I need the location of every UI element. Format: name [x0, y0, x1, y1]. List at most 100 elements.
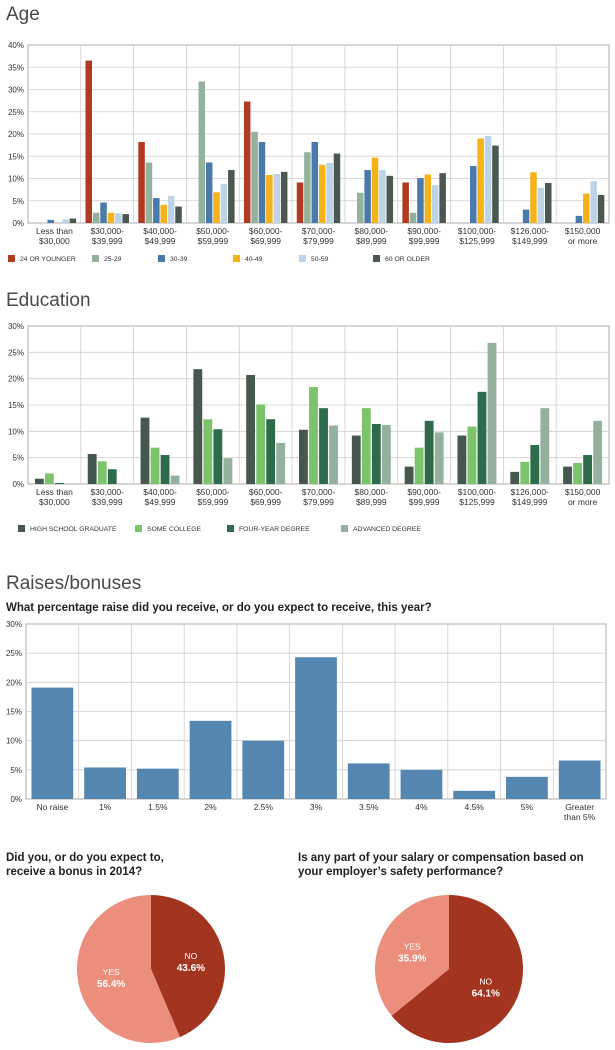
raises-category-label: 1% — [99, 802, 112, 812]
raises-bar-value-4 — [242, 740, 285, 799]
education-bar-high-school-graduate-0 — [34, 478, 44, 484]
education-legend-swatch-some-college — [135, 525, 142, 532]
safety-label-yes: YES — [404, 942, 421, 952]
education-bar-some-college-4 — [256, 404, 266, 484]
safety-slice-no — [391, 895, 523, 1043]
education-category-label: $30,000- — [90, 487, 124, 497]
age-bar-24-or-younger-2 — [138, 142, 145, 223]
bonus-value-yes: 56.4% — [97, 979, 125, 990]
age-category-label: $70,000- — [302, 226, 336, 236]
education-ytick-label: 15% — [8, 401, 24, 410]
education-ytick-label: 25% — [8, 348, 24, 357]
education-category-label: $80,000- — [355, 487, 389, 497]
bonus-slice-yes — [77, 895, 180, 1043]
education-category-label: $100,000- — [458, 487, 496, 497]
raises-category-label: 3.5% — [359, 802, 379, 812]
age-legend-swatch-60-or-older — [373, 255, 380, 262]
education-bar-high-school-graduate-3 — [193, 369, 203, 484]
bonus-label-no: NO — [185, 951, 198, 961]
education-bar-some-college-3 — [203, 419, 213, 484]
education-ytick-label: 30% — [8, 322, 24, 331]
education-bar-advanced-degree-0 — [65, 483, 74, 484]
education-bar-some-college-1 — [97, 461, 107, 484]
bonus-slice-no — [151, 895, 226, 1038]
safety-question-line-2: your employer’s safety performance? — [298, 866, 504, 878]
age-legend-swatch-24-or-younger — [8, 255, 15, 262]
age-legend-swatch-40-49 — [233, 255, 240, 262]
raises-bar-value-0 — [31, 687, 74, 799]
age-bar-25-29-4 — [251, 131, 258, 223]
age-bar-60-or-older-8 — [492, 145, 499, 223]
education-category-label: $30,000 — [39, 497, 70, 507]
raises-category-label: 4.5% — [464, 802, 484, 812]
education-category-label: $125,999 — [459, 497, 495, 507]
age-category-label: $40,000- — [143, 226, 177, 236]
age-bar-60-or-older-5 — [333, 153, 341, 223]
education-category-label: $79,999 — [303, 497, 334, 507]
age-ytick-label: 10% — [8, 175, 24, 184]
education-bar-four-year-degree-6 — [371, 423, 381, 484]
education-category-label: $59,999 — [197, 497, 228, 507]
age-category-label: $89,999 — [356, 236, 387, 246]
raises-bar-value-7 — [400, 769, 443, 799]
safety-slice-yes — [375, 895, 449, 1016]
age-category-label: $100,000- — [458, 226, 496, 236]
age-category-label: $39,999 — [92, 236, 123, 246]
raises-bar-value-8 — [453, 790, 496, 799]
education-bar-some-college-7 — [414, 447, 424, 484]
age-bar-25-29-6 — [356, 192, 364, 223]
age-legend-swatch-25-29 — [92, 255, 99, 262]
bonus-question-line-1: Did you, or do you expect to, — [6, 852, 164, 864]
education-legend-label-four-year-degree: FOUR-YEAR DEGREE — [239, 526, 310, 533]
education-ytick-label: 5% — [12, 454, 24, 463]
education-category-label: $69,999 — [250, 497, 281, 507]
education-bar-advanced-degree-7 — [434, 432, 444, 484]
education-bar-four-year-degree-0 — [55, 482, 64, 484]
age-bar-24-or-younger-7 — [402, 182, 409, 223]
education-category-label: $50,000- — [196, 487, 230, 497]
age-bar-40-49-3 — [213, 192, 220, 223]
raises-bar-value-2 — [136, 768, 179, 799]
education-category-label: $70,000- — [302, 487, 336, 497]
bonus-value-no: 43.6% — [177, 963, 205, 974]
education-bar-chart: 0% 5% 10% 15% 20% 25% 30% Less than$30,000 $30,0… — [8, 322, 610, 533]
raises-bar-value-9 — [506, 776, 548, 799]
bonus-question: Did you, or do you expect to, receive a … — [6, 851, 286, 879]
education-bar-four-year-degree-1 — [107, 469, 117, 484]
education-bar-high-school-graduate-4 — [246, 374, 256, 484]
age-category-label: $90,000- — [407, 226, 441, 236]
age-bar-25-29-7 — [409, 212, 417, 223]
age-bar-24-or-younger-5 — [296, 182, 304, 223]
age-bar-50-59-2 — [167, 195, 175, 223]
education-bar-high-school-graduate-9 — [510, 471, 520, 484]
education-bar-four-year-degree-3 — [213, 429, 223, 484]
age-ytick-label: 15% — [8, 152, 24, 161]
age-bar-30-39-7 — [417, 178, 424, 223]
age-ytick-label: 35% — [8, 63, 24, 72]
education-bar-four-year-degree-4 — [266, 419, 276, 484]
age-ytick-label: 5% — [12, 197, 24, 206]
age-bar-60-or-older-10 — [597, 194, 605, 223]
safety-question-line-1: Is any part of your salary or compensati… — [298, 852, 584, 864]
education-bar-some-college-10 — [573, 462, 582, 484]
age-bar-50-59-7 — [431, 185, 439, 223]
age-bar-60-or-older-1 — [122, 214, 129, 223]
age-category-label: $99,999 — [409, 236, 440, 246]
age-bar-30-39-3 — [205, 162, 213, 223]
education-bar-high-school-graduate-5 — [299, 429, 308, 484]
raises-bar-value-10 — [558, 760, 601, 799]
education-category-label: $49,999 — [145, 497, 176, 507]
raises-bar-value-3 — [189, 720, 232, 799]
age-category-label: $69,999 — [250, 236, 281, 246]
age-legend-swatch-50-59 — [299, 255, 306, 262]
age-bar-50-59-3 — [220, 183, 228, 223]
age-bar-50-59-1 — [115, 213, 122, 223]
age-bar-50-59-0 — [62, 219, 69, 223]
bonus-pie-chart: NO 43.6% YES 56.4% — [77, 895, 226, 1043]
age-category-label: $59,999 — [197, 236, 228, 246]
education-bar-advanced-degree-8 — [487, 342, 497, 484]
age-bar-24-or-younger-1 — [85, 60, 92, 224]
age-bar-50-59-6 — [379, 170, 386, 223]
age-bar-50-59-10 — [590, 181, 597, 223]
education-section-title: Education — [6, 290, 91, 311]
